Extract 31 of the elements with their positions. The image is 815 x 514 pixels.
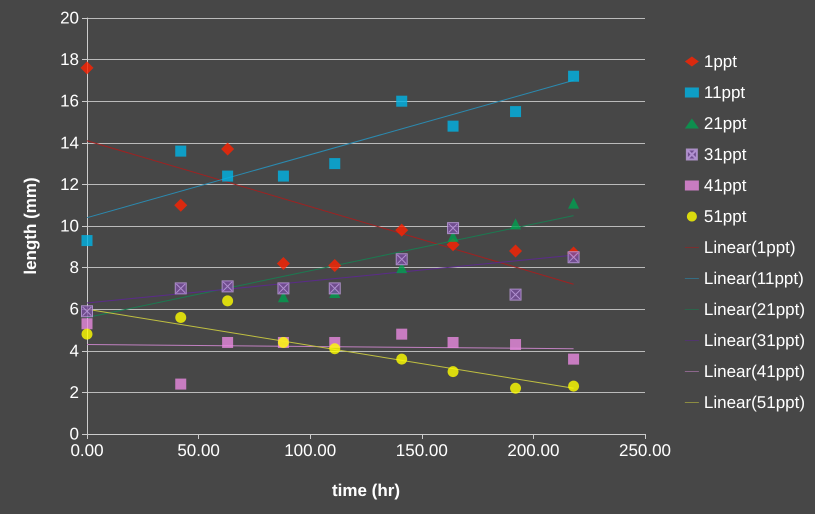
legend-label: Linear(1ppt): [704, 238, 796, 257]
legend-label: 21ppt: [704, 114, 747, 133]
legend-label: 31ppt: [704, 145, 747, 164]
x-axis-title: time (hr): [332, 481, 400, 500]
legend-label: 11ppt: [704, 83, 746, 102]
y-tick-label: 4: [70, 341, 79, 360]
y-tick-label: 12: [60, 174, 79, 194]
x-tick-label: 50.00: [177, 441, 220, 460]
y-tick-label: 10: [60, 216, 79, 236]
legend-label: Linear(11ppt): [704, 269, 804, 288]
legend-label: Linear(51ppt): [704, 393, 806, 412]
y-tick-label: 8: [70, 258, 79, 278]
x-tick-label: 200.00: [507, 441, 560, 460]
legend-label: 1ppt: [704, 52, 738, 71]
x-tick-label: 150.00: [396, 441, 448, 460]
y-tick-label: 14: [60, 133, 79, 152]
y-tick-label: 16: [60, 92, 79, 111]
x-tick-label: 100.00: [284, 441, 336, 460]
y-tick-label: 0: [70, 424, 79, 444]
y-tick-label: 6: [70, 300, 79, 319]
legend-label: Linear(41ppt): [704, 362, 806, 381]
legend-label: 51ppt: [704, 207, 747, 226]
legend-label: Linear(31ppt): [704, 331, 806, 350]
legend-label: 41ppt: [704, 176, 747, 195]
y-tick-label: 2: [70, 382, 79, 402]
x-tick-label: 250.00: [619, 441, 671, 460]
y-tick-label: 18: [60, 50, 79, 70]
legend-label: Linear(21ppt): [704, 300, 806, 319]
x-tick-label: 0.00: [70, 441, 104, 460]
y-tick-label: 20: [60, 8, 79, 28]
y-axis-title: length (mm): [21, 177, 40, 275]
